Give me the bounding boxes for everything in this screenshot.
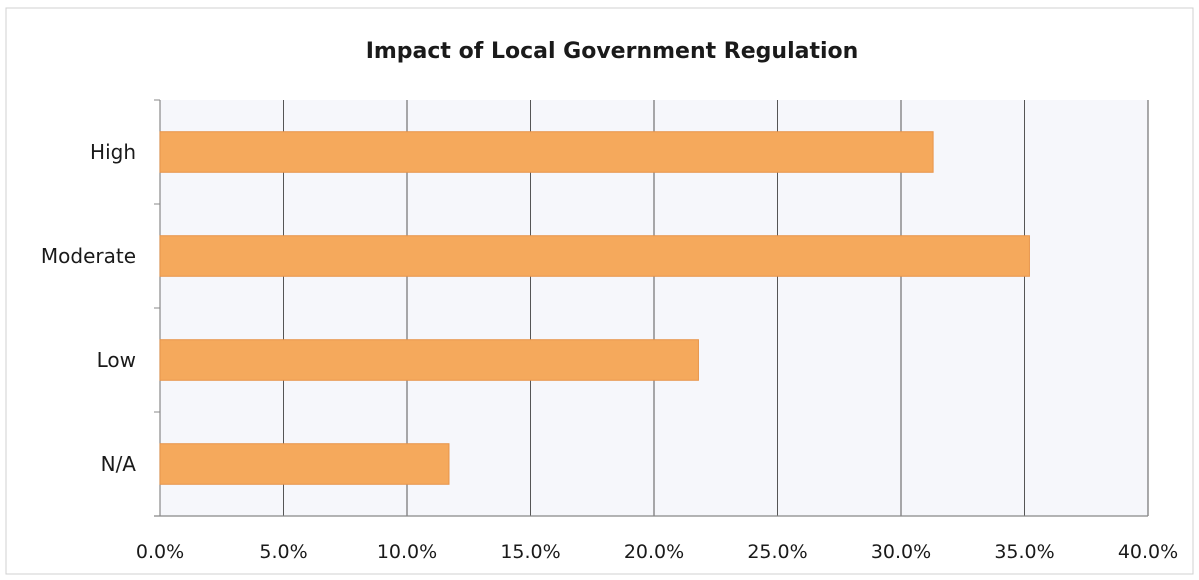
x-tick-label: 25.0% bbox=[747, 541, 807, 563]
x-tick-label: 0.0% bbox=[136, 541, 184, 563]
category-label: High bbox=[90, 140, 136, 164]
x-tick-label: 40.0% bbox=[1118, 541, 1178, 563]
category-label: Low bbox=[97, 348, 136, 372]
plot-area: 0.0% 5.0% 10.0% 15.0% 20.0% 25.0% 30.0% 35.0% 40… bbox=[41, 99, 1178, 563]
category-label: N/A bbox=[101, 452, 137, 476]
x-tick-label: 20.0% bbox=[624, 541, 684, 563]
x-tick-label: 30.0% bbox=[871, 541, 931, 563]
bar bbox=[159, 235, 1030, 277]
bar bbox=[159, 339, 699, 381]
x-tick-label: 10.0% bbox=[377, 541, 437, 563]
x-tick-label: 5.0% bbox=[259, 541, 307, 563]
bar bbox=[159, 131, 934, 173]
bar bbox=[159, 443, 450, 485]
x-tick-label: 35.0% bbox=[994, 541, 1054, 563]
chart-title: Impact of Local Government Regulation bbox=[366, 39, 859, 64]
x-tick-label: 15.0% bbox=[500, 541, 560, 563]
category-label: Moderate bbox=[41, 244, 136, 268]
